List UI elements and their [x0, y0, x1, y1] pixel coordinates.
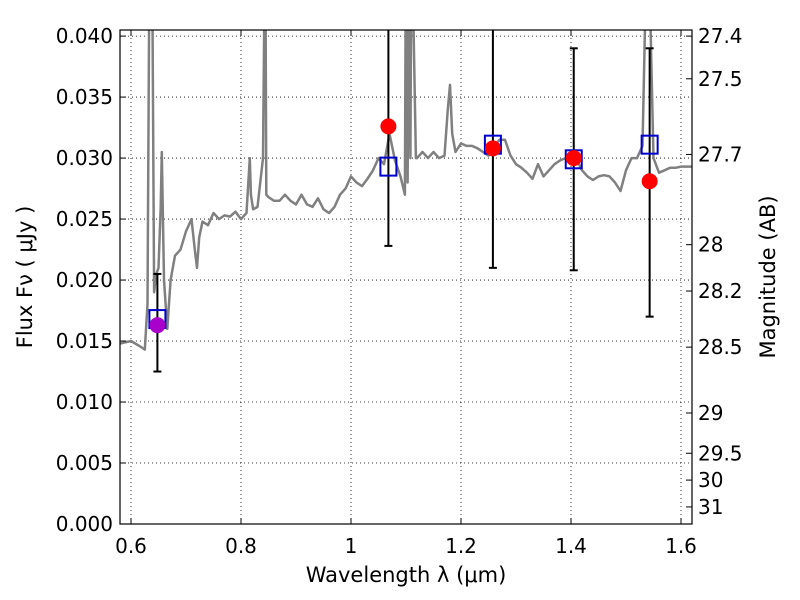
spectrum-line — [120, 30, 692, 351]
y-tick-label: 0.015 — [56, 329, 113, 353]
x-tick-label: 0.8 — [225, 534, 257, 558]
magnitude-tick-label: 28.5 — [698, 335, 743, 359]
y-tick-label: 0.030 — [56, 146, 113, 170]
x-tick-label: 1.2 — [445, 534, 477, 558]
y-tick-label: 0.040 — [56, 24, 113, 48]
magnitude-tick-label: 30 — [698, 468, 723, 492]
observed-flux-point — [484, 140, 501, 157]
magnitude-tick-label: 28 — [698, 233, 723, 257]
y-tick-label: 0.010 — [56, 390, 113, 414]
observed-flux-point — [565, 150, 582, 167]
x-tick-label: 1.4 — [555, 534, 587, 558]
magnitude-tick-label: 29.5 — [698, 441, 743, 465]
y-tick-label: 0.000 — [56, 512, 113, 536]
x-tick-label: 1 — [345, 534, 358, 558]
y-tick-label: 0.025 — [56, 207, 113, 231]
x-axis-title: Wavelength λ (μm) — [306, 563, 507, 587]
magnitude-tick-label: 28.2 — [698, 279, 743, 303]
y-tick-label: 0.035 — [56, 85, 113, 109]
magnitude-tick-label: 29 — [698, 401, 723, 425]
model-square-point — [640, 134, 659, 155]
axis-ticks: 0.6 0.8 1 1.2 1.4 1.6 0.000 0.005 0.010 0.015 0.02… — [56, 24, 743, 558]
x-tick-label: 0.6 — [115, 534, 147, 558]
series-layer — [120, 30, 692, 373]
magnitude-tick-label: 27.4 — [698, 24, 743, 48]
magnitude-tick-label: 27.5 — [698, 67, 743, 91]
observed-flux-point — [380, 118, 397, 135]
x-tick-label: 1.6 — [665, 534, 697, 558]
plot-frame — [119, 29, 693, 525]
observed-flux-point — [149, 317, 166, 334]
y-axis-title: Flux Fν ( μJy ) — [13, 206, 37, 349]
magnitude-tick-label: 27.7 — [698, 142, 743, 166]
y-tick-label: 0.020 — [56, 268, 113, 292]
model-square-point — [379, 156, 398, 177]
observed-flux-point — [641, 173, 658, 190]
magnitude-tick-label: 31 — [698, 495, 723, 519]
right-y-axis-title: Magnitude (AB) — [756, 195, 780, 358]
y-tick-label: 0.005 — [56, 451, 113, 475]
